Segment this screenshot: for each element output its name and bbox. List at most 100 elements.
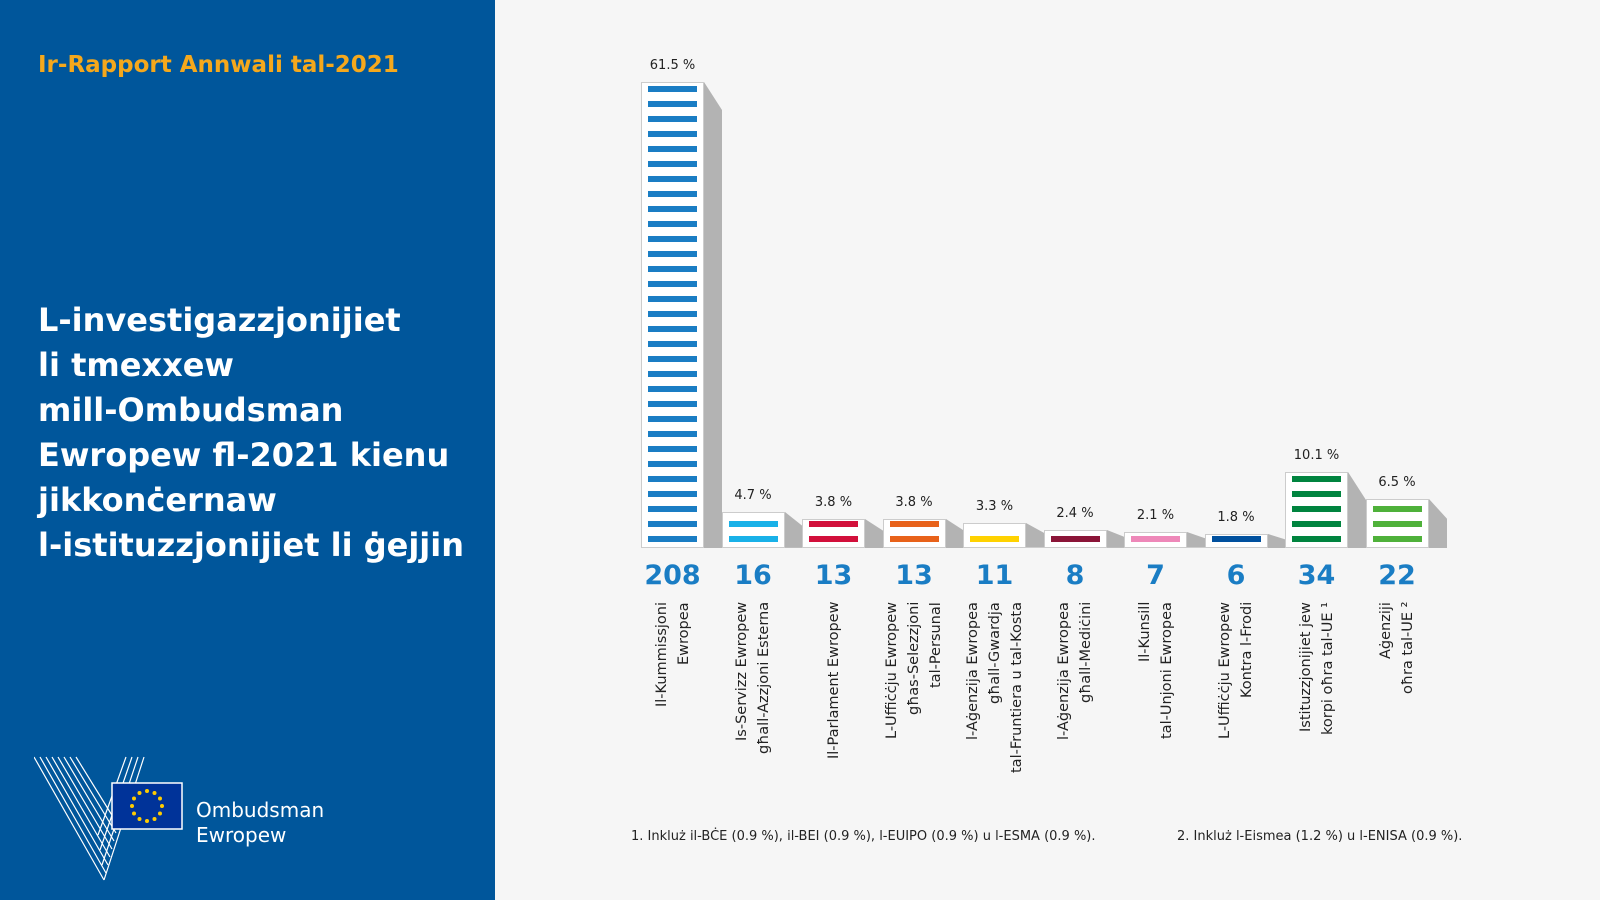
report-title: Ir-Rapport Annwali tal-2021: [38, 52, 399, 78]
star-icon: [130, 804, 134, 808]
bar-stripe: [1211, 536, 1261, 542]
bar: [802, 518, 865, 548]
category-label: Is-Servizz Ewropew għall-Azzjoni Esterna: [734, 602, 772, 755]
bar-stripe: [809, 521, 858, 527]
star-icon: [137, 791, 142, 796]
bar-stripe: [648, 191, 697, 197]
bar-shadow: [704, 82, 722, 548]
bar: [963, 523, 1026, 548]
star-icon: [132, 811, 137, 816]
bar-stripe: [648, 431, 697, 437]
bar: [1365, 498, 1429, 548]
heading-line: li tmexxew: [38, 346, 234, 384]
bar-stripe: [648, 521, 697, 527]
bar-stripe: [648, 221, 697, 227]
category-label: Istituzzjonijiet jew korpi oħra tal-UE ¹: [1297, 602, 1336, 735]
bar-stripe: [648, 326, 697, 332]
footnote-2: 2. Inkluż l-Eismea (1.2 %) u l-ENISA (0.…: [1177, 829, 1463, 844]
percent-label: 2.1 %: [1136, 508, 1175, 524]
count-label: 8: [1065, 560, 1085, 591]
bar-stripe: [648, 446, 697, 452]
percent-label: 3.3 %: [975, 499, 1014, 515]
percent-label: 10.1 %: [1293, 447, 1340, 463]
bar-stripe: [648, 506, 697, 512]
bar-stripe: [1292, 490, 1341, 497]
bar-stripe: [648, 356, 697, 362]
logo-text-line: Ewropew: [196, 823, 287, 847]
bar-shadow: [784, 512, 803, 548]
bar-shadow: [945, 518, 964, 548]
bar-stripe: [1292, 535, 1341, 542]
bar-stripe: [970, 535, 1019, 542]
percent-label: 1.8 %: [1217, 510, 1255, 525]
category-label: Il-Parlament Ewropew: [825, 602, 842, 760]
heading-line: L-investigazzjonijiet: [38, 301, 401, 339]
bar-stripe: [648, 401, 697, 407]
page-heading: L-investigazzjonijiet li tmexxew mill-Om…: [38, 298, 488, 568]
bar-stripe: [648, 311, 697, 317]
count-label: 13: [814, 560, 853, 591]
bar: [1285, 471, 1348, 548]
bar-stripe: [809, 536, 858, 542]
bar-stripe: [1292, 520, 1341, 527]
bar-stripe: [648, 161, 697, 167]
star-icon: [157, 796, 162, 801]
star-icon: [132, 796, 137, 801]
bar-stripe: [648, 206, 697, 212]
bar-stripe: [648, 476, 697, 482]
bar: [641, 82, 704, 548]
bar-shadow: [1187, 532, 1205, 548]
ombudsman-logo: [34, 756, 183, 881]
bar: [882, 518, 946, 548]
heading-line: l-istituzzjonijiet li ġejjin: [38, 526, 465, 564]
star-icon: [137, 816, 142, 821]
star-icon: [160, 804, 164, 808]
bar-stripe: [889, 536, 939, 542]
count-label: 16: [734, 560, 772, 591]
category-label: Il-Kunsill tal-Unjoni Ewropea: [1136, 602, 1175, 739]
bar: [721, 512, 785, 548]
star-icon: [145, 819, 149, 823]
bar-stripe: [648, 416, 697, 422]
bar-shadow: [1106, 530, 1125, 548]
bar-stripe: [648, 281, 697, 287]
star-icon: [145, 789, 149, 793]
category-label: Il-Kummissjoni Ewropea: [653, 602, 692, 708]
category-label: l-Aġenzija Ewropea għall-Gwardja tal-Frunt…: [964, 602, 1025, 773]
bar-stripe: [648, 386, 697, 392]
category-label: l-Aġenzija Ewropea għall-Mediċini: [1056, 602, 1094, 740]
percent-label: 3.8 %: [814, 494, 853, 510]
bar-stripe: [648, 266, 697, 272]
bar-shadow: [1348, 471, 1366, 548]
bar-stripe: [1292, 505, 1341, 512]
category-label: Aġenziji oħra tal-UE ²: [1378, 602, 1416, 695]
bar-stripe: [728, 535, 778, 542]
bar-shadow: [1428, 498, 1447, 548]
bar-stripe: [648, 101, 697, 107]
bar-stripe: [648, 491, 697, 497]
heading-line: mill-Ombudsman: [38, 391, 344, 429]
bar-stripe: [648, 536, 697, 542]
category-label: L-Uffiċċju Ewropew Kontra l-Frodi: [1217, 602, 1255, 739]
percent-label: 4.7 %: [734, 488, 772, 504]
bar-stripe: [648, 116, 697, 122]
count-label: 11: [975, 560, 1014, 591]
bar-shadow: [1026, 523, 1044, 548]
percent-label: 3.8 %: [895, 494, 933, 510]
count-label: 22: [1378, 560, 1416, 591]
logo-text: Ombudsman Ewropew: [196, 798, 324, 848]
count-label: 34: [1297, 560, 1336, 591]
bar-stripe: [889, 521, 939, 527]
bar-stripe: [1050, 535, 1100, 542]
bar-stripe: [648, 176, 697, 182]
bar: [1204, 534, 1268, 548]
bar-stripe: [1292, 475, 1341, 482]
bar-stripe: [1372, 505, 1422, 512]
bar-stripe: [648, 131, 697, 137]
bar-stripe: [648, 86, 697, 92]
bar-shadow: [1267, 534, 1286, 548]
bar-stripe: [648, 236, 697, 242]
bar-stripe: [1372, 520, 1422, 527]
bar-stripe: [1131, 535, 1180, 542]
